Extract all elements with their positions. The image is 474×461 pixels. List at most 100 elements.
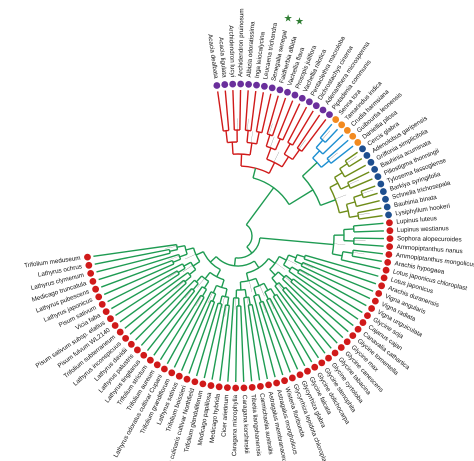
leaf-dot: [359, 319, 367, 326]
node-support-mark: ––––––: [183, 288, 193, 299]
node-support-labels: –––––– –––––––––––––––––––––––– ––––––––––…: [165, 118, 374, 317]
leaf-dot: [338, 121, 346, 129]
leaf-dot: [224, 384, 231, 392]
node-support-mark: ––––––: [249, 131, 255, 143]
leaf-dot: [257, 382, 264, 390]
leaf-dot: [107, 315, 114, 323]
leaf-dot: [215, 383, 223, 391]
leaf-dot: [382, 195, 389, 203]
node-support-mark: ––––––: [236, 118, 240, 129]
leaf-dot: [85, 261, 93, 269]
node-support-mark: ––––––: [258, 285, 266, 297]
node-support-mark: ––––––: [165, 244, 177, 250]
leaf-dot: [284, 88, 291, 96]
leaf-dot: [140, 351, 148, 359]
leaf-dot: [253, 81, 260, 89]
leaf-dot: [276, 86, 284, 94]
leaf-dot: [319, 106, 327, 114]
node-support-mark: ––––––: [206, 292, 214, 304]
leaf-dot: [349, 332, 357, 340]
leaf-dot: [359, 145, 366, 153]
leaf-label: Archidendron lucyi: [227, 25, 236, 77]
node-support-mark: ––––––: [245, 297, 250, 309]
node-support-mark: ––––––: [233, 298, 237, 310]
leaf-dot: [354, 139, 362, 146]
node-support-mark: ––––––: [353, 250, 365, 256]
leaf-dot: [232, 384, 240, 392]
leaf-dot: [318, 359, 326, 367]
node-support-mark: ––––––: [346, 155, 358, 165]
node-support-mark: ––––––: [335, 193, 347, 201]
leaf-label: Archidendron pruinosum: [237, 8, 245, 77]
node-support-mark: ––––––: [334, 242, 346, 247]
leaf-dot: [168, 369, 176, 377]
leaf-dot: [371, 165, 379, 173]
node-support-mark: ––––––: [276, 283, 286, 294]
leaf-dot: [304, 367, 311, 375]
leaf-dot: [377, 180, 385, 188]
leaf-dot: [245, 80, 253, 88]
leaf-dot: [111, 322, 119, 329]
node-support-mark: ––––––: [184, 252, 196, 260]
leaf-dot: [116, 328, 124, 336]
node-support-mark: ––––––: [327, 151, 338, 161]
leaf-dot: [183, 375, 191, 383]
node-support-mark: ––––––: [245, 118, 250, 130]
star-icon: ★: [295, 16, 304, 27]
node-support-mark: ––––––: [260, 301, 268, 313]
leaf-dot: [386, 227, 394, 235]
leaf-dot: [213, 82, 221, 89]
leaf-dot: [363, 152, 371, 159]
leaf-dot: [332, 116, 340, 123]
node-support-mark: ––––––: [354, 238, 366, 242]
leaf-dot: [349, 132, 357, 140]
leaf-dot: [153, 361, 161, 369]
leaf-dot: [237, 80, 245, 88]
node-support-mark: ––––––: [267, 123, 274, 135]
leaf-dot: [337, 344, 345, 351]
leaf-dot: [296, 371, 304, 379]
leaf-dot: [386, 219, 393, 227]
node-support-mark: ––––––: [223, 305, 229, 317]
leaf-dot: [191, 378, 199, 386]
node-support-mark: ––––––: [168, 254, 180, 262]
leaf-dot: [382, 266, 390, 274]
leaf-dot: [87, 269, 95, 277]
leaf-dot: [385, 251, 393, 258]
node-support-mark: ––––––: [268, 136, 276, 148]
leaf-dot: [98, 300, 106, 308]
leaf-dot: [371, 297, 379, 305]
leaf-dot: [386, 235, 394, 243]
leaf-dot: [89, 277, 97, 285]
node-support-mark: ––––––: [321, 129, 332, 140]
leaf-label: Lupinus westianus: [397, 225, 449, 234]
node-support-mark: ––––––: [220, 296, 226, 308]
tree-branches: [93, 90, 384, 382]
leaf-dot: [325, 354, 332, 362]
leaf-dot: [380, 274, 388, 282]
leaf-label: Caragana microphylla: [231, 394, 239, 456]
leaf-dot: [378, 282, 386, 290]
leaf-dot: [385, 211, 392, 219]
leaf-dot: [343, 127, 351, 134]
node-support-mark: ––––––: [298, 269, 310, 278]
node-support-mark: ––––––: [167, 270, 179, 279]
node-support-mark: ––––––: [174, 280, 185, 290]
star-icon: ★: [284, 13, 293, 24]
leaf-label: Cicer arietinum: [220, 394, 230, 437]
leaf-dot: [281, 377, 288, 385]
node-support-mark: ––––––: [247, 280, 253, 292]
leaf-dot: [311, 363, 319, 371]
leaf-dot: [364, 312, 371, 320]
leaf-dot: [127, 340, 135, 348]
leaf-label: Caragana korshinskii: [241, 395, 250, 454]
leaf-dot: [298, 94, 306, 102]
node-support-mark: ––––––: [286, 258, 298, 267]
leaf-label: Acacia ligulata: [217, 37, 228, 79]
node-support-mark: ––––––: [348, 178, 360, 186]
leaf-dot: [221, 81, 229, 88]
leaf-dot: [343, 338, 351, 346]
leaf-label: Ammopiptanthus nanus: [396, 244, 462, 256]
